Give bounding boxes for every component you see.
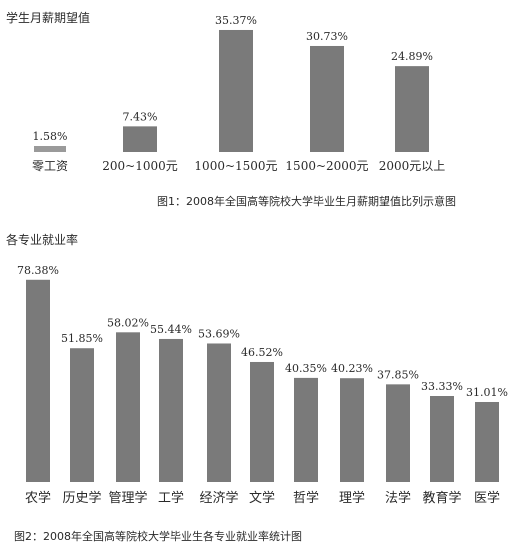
chart2-caption: 图2：2008年全国高等院校大学毕业生各专业就业率统计图 (14, 529, 302, 543)
chart2-ylabel: 各专业就业率 (6, 232, 78, 247)
chart2-bar (386, 384, 410, 482)
chart2-bar (430, 396, 454, 482)
chart2-category-label: 理学 (339, 490, 365, 506)
chart2-value-label: 40.35% (285, 362, 327, 375)
chart2-value-label: 40.23% (331, 362, 373, 375)
chart1-value-label: 30.73% (306, 30, 348, 43)
chart2-value-label: 33.33% (421, 380, 463, 393)
chart1-ylabel: 学生月薪期望值 (6, 10, 90, 25)
chart2-value-label: 78.38% (17, 264, 59, 277)
chart1-plot: 1.58% 零工资 7.43% 200~1000元 35.37% 1000~1500元 30… (32, 14, 445, 173)
chart2-category-label: 教育学 (422, 490, 461, 506)
chart1-caption: 图1：2008年全国高等院校大学毕业生月薪期望值比列示意图 (157, 194, 456, 208)
chart1-category-label: 零工资 (32, 159, 68, 173)
chart1-bar (395, 66, 429, 152)
chart1-value-label: 7.43% (123, 110, 158, 123)
chart2-value-label: 46.52% (241, 346, 283, 359)
chart1-value-label: 35.37% (215, 14, 257, 27)
chart2-category-label: 哲学 (293, 490, 319, 506)
chart2-value-label: 55.44% (150, 323, 192, 336)
chart2-category-label: 经济学 (199, 490, 238, 506)
chart2-plot: 78.38% 农学 51.85% 历史学 58.02% 管理学 55.44% 工学 53.69%… (17, 264, 508, 506)
chart2-bar (116, 332, 140, 482)
chart1-category-label: 200~1000元 (102, 159, 178, 173)
chart1-category-label: 2000元以上 (379, 159, 446, 173)
chart1-bar (219, 29, 253, 153)
chart2-value-label: 31.01% (466, 386, 508, 399)
chart2-bar (207, 343, 231, 482)
chart1-category-label: 1500~2000元 (285, 159, 368, 173)
chart2-value-label: 58.02% (107, 316, 149, 329)
chart2-bar (159, 338, 183, 482)
chart2-bar (250, 361, 274, 482)
chart2-category-label: 历史学 (62, 490, 101, 506)
chart2-value-label: 51.85% (61, 332, 103, 345)
chart1-bar (310, 45, 344, 152)
chart2-category-label: 文学 (249, 490, 275, 506)
chart2-value-label: 53.69% (198, 327, 240, 340)
chart1-bar (34, 146, 66, 152)
chart2-bar (70, 348, 94, 482)
chart2-category-label: 法学 (385, 490, 411, 506)
chart2-bar (294, 377, 318, 482)
chart2-category-label: 农学 (25, 490, 51, 506)
chart2-category-label: 医学 (474, 490, 500, 506)
chart2-bar (26, 279, 50, 482)
chart2-value-label: 37.85% (377, 368, 419, 381)
chart2-bar (475, 401, 499, 482)
chart2-bar (340, 378, 364, 482)
chart2-category-label: 工学 (158, 490, 184, 506)
chart1-value-label: 1.58% (33, 130, 68, 143)
chart2-category-label: 管理学 (108, 490, 147, 506)
chart1-value-label: 24.89% (391, 50, 433, 63)
chart1-bar (123, 126, 157, 152)
chart1-category-label: 1000~1500元 (194, 159, 277, 173)
